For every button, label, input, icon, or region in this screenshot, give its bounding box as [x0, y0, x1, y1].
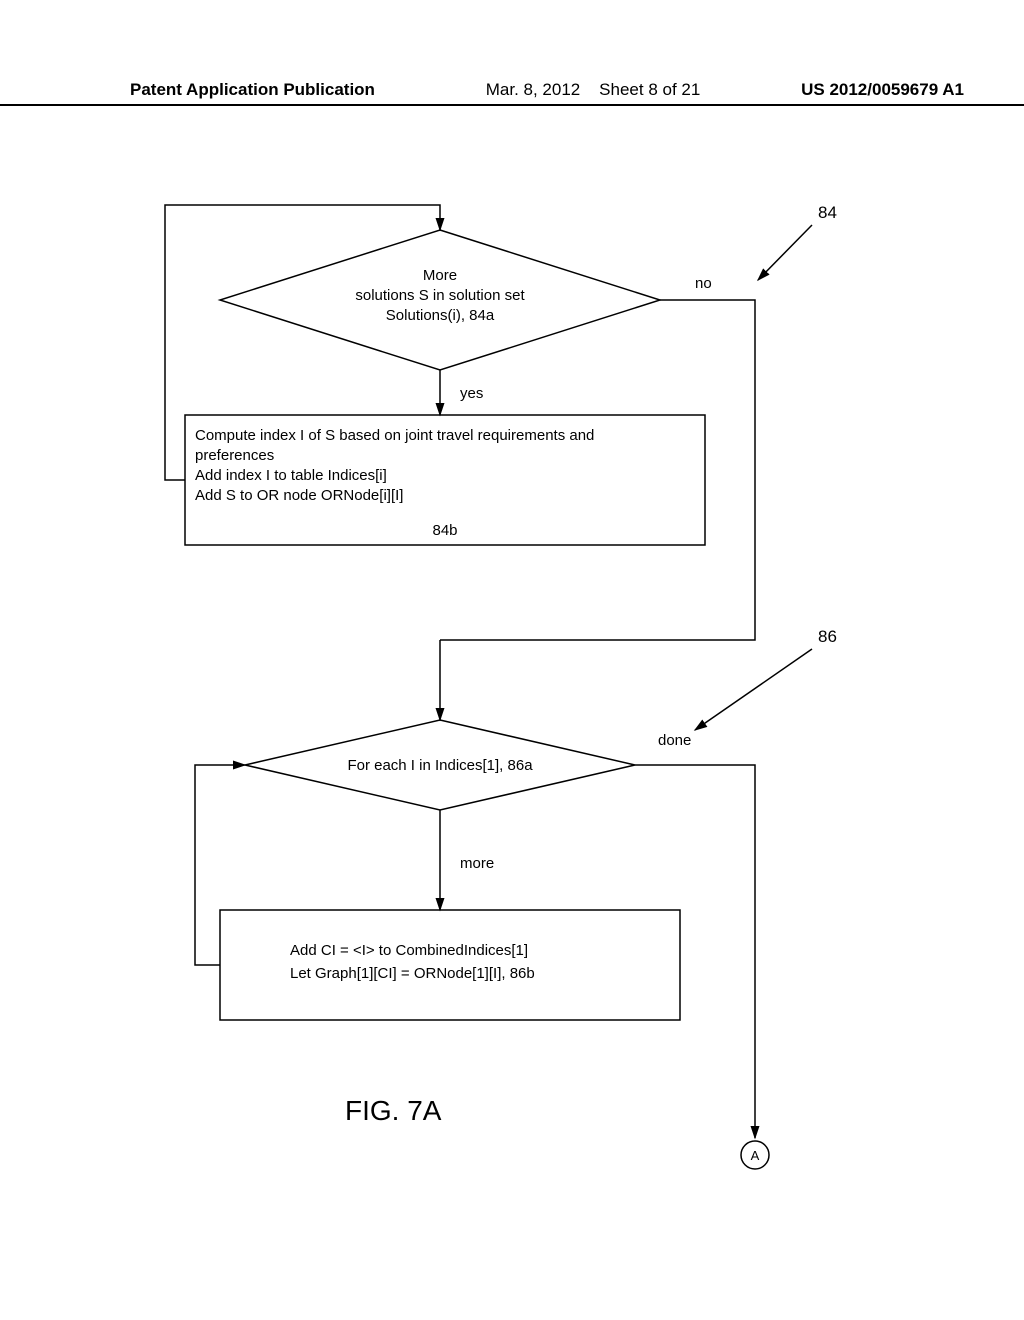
decision-84a-line1: More [423, 267, 457, 284]
flowchart: More solutions S in solution set Solutio… [160, 200, 890, 1200]
label-yes-84a: yes [460, 385, 483, 402]
label-no-84a: no [695, 275, 712, 292]
label-more-86a: more [460, 855, 494, 872]
process-86b-line2: Let Graph[1][CI] = ORNode[1][I], 86b [290, 965, 535, 982]
header-center: Mar. 8, 2012 Sheet 8 of 21 [375, 80, 801, 100]
header-docnum: US 2012/0059679 A1 [801, 80, 964, 100]
process-84b-line5: 84b [432, 522, 457, 539]
decision-86a-line1: For each I in Indices[1], 86a [347, 757, 533, 774]
ref-84-pointer [758, 225, 812, 280]
flowchart-svg: More solutions S in solution set Solutio… [160, 200, 890, 1200]
label-done-86a: done [658, 732, 691, 749]
edge-84a-no [440, 300, 755, 640]
process-84b-line3: Add index I to table Indices[i] [195, 467, 387, 484]
edge-86a-done [635, 765, 755, 1138]
process-84b-line2: preferences [195, 447, 274, 464]
header-sheet: Sheet 8 of 21 [599, 80, 700, 99]
page: Patent Application Publication Mar. 8, 2… [0, 0, 1024, 1320]
header-publication: Patent Application Publication [130, 80, 375, 100]
decision-84a-line2: solutions S in solution set [355, 287, 525, 304]
connector-a-label: A [751, 1148, 760, 1163]
ref-86-pointer [695, 649, 812, 730]
figure-label: FIG. 7A [345, 1095, 441, 1127]
header-date: Mar. 8, 2012 [486, 80, 581, 99]
decision-84a-line3: Solutions(i), 84a [386, 307, 495, 324]
process-86b-line1: Add CI = <I> to CombinedIndices[1] [290, 942, 528, 959]
ref-84: 84 [818, 203, 837, 222]
process-84b-line1: Compute index I of S based on joint trav… [195, 427, 594, 444]
process-84b-line4: Add S to OR node ORNode[i][I] [195, 487, 403, 504]
page-header: Patent Application Publication Mar. 8, 2… [0, 80, 1024, 106]
ref-86: 86 [818, 627, 837, 646]
